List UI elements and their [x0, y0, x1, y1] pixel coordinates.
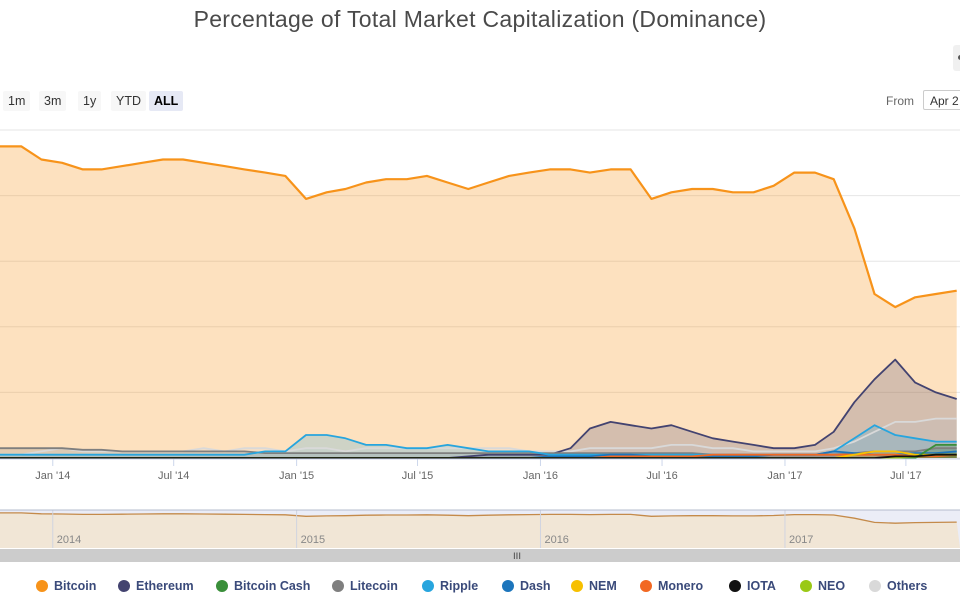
series-area-bitcoin [0, 146, 957, 458]
x-tick-label: Jan '17 [767, 470, 802, 482]
range-1m-button[interactable]: 1m [3, 91, 31, 111]
series-line-iota [0, 453, 957, 459]
legend-item-others[interactable]: Others [869, 577, 927, 595]
scrollbar-grip-icon: III [513, 552, 521, 562]
range-1y-button[interactable]: 1y [78, 91, 102, 111]
legend-item-litecoin[interactable]: Litecoin [332, 577, 398, 595]
legend-marker-icon [800, 580, 812, 592]
legend-label: IOTA [747, 579, 776, 593]
legend-item-iota[interactable]: IOTA [729, 577, 776, 595]
x-axis: Jan '14 Jul '14 Jan '15 Jul '15 Jan '16 Jul '… [0, 458, 960, 482]
legend-label: NEO [818, 579, 846, 593]
legend-marker-icon [332, 580, 344, 592]
legend-marker-icon [571, 580, 583, 592]
legend-item-ripple[interactable]: Ripple [422, 577, 478, 595]
legend-label: Litecoin [350, 579, 398, 593]
legend-item-monero[interactable]: Monero [640, 577, 703, 595]
legend-item-dash[interactable]: Dash [502, 577, 551, 595]
x-tick-label: Jul '15 [402, 470, 433, 482]
from-date-input[interactable]: Apr 2 [923, 90, 960, 110]
navigator-year-label: 2015 [301, 534, 325, 546]
legend-label: Bitcoin Cash [234, 579, 311, 593]
legend-marker-icon [729, 580, 741, 592]
legend-label: Monero [658, 579, 704, 593]
legend-marker-icon [869, 580, 881, 592]
legend-label: Bitcoin [54, 579, 97, 593]
legend-item-bitcoin-cash[interactable]: Bitcoin Cash [216, 577, 310, 595]
legend-item-ethereum[interactable]: Ethereum [118, 577, 194, 595]
legend-item-bitcoin[interactable]: Bitcoin [36, 577, 96, 595]
legend-marker-icon [422, 580, 434, 592]
x-tick-label: Jan '14 [35, 470, 70, 482]
legend-marker-icon [36, 580, 48, 592]
navigator-line [0, 512, 957, 524]
x-tick-label: Jul '14 [158, 470, 189, 482]
x-tick-label: Jan '15 [279, 470, 314, 482]
series-lines [0, 145, 957, 459]
navigator: 2014 2015 2016 2017 III [0, 509, 960, 562]
x-tick-label: Jul '16 [646, 470, 677, 482]
range-all-button[interactable]: ALL [149, 91, 184, 111]
scrollbar-thumb[interactable] [0, 549, 960, 562]
series-areas [0, 146, 957, 458]
navigator-area [0, 512, 960, 548]
x-tick-label: Jul '17 [890, 470, 921, 482]
navigator-year-label: 2014 [57, 534, 81, 546]
context-menu-button[interactable] [953, 45, 960, 71]
series-line-bitcoin [0, 145, 957, 309]
legend-label: Ethereum [136, 579, 194, 593]
range-3m-button[interactable]: 3m [39, 91, 67, 111]
legend: Bitcoin Ethereum Bitcoin Cash Litecoin Rippl… [0, 577, 960, 595]
chart-title: Percentage of Total Market Capitalizatio… [193, 6, 767, 32]
x-tick-label: Jan '16 [523, 470, 558, 482]
legend-label: NEM [589, 579, 617, 593]
legend-marker-icon [502, 580, 514, 592]
navigator-year-label: 2017 [789, 534, 813, 546]
legend-item-nem[interactable]: NEM [571, 577, 617, 595]
navigator-year-label: 2016 [544, 534, 568, 546]
legend-label: Ripple [440, 579, 479, 593]
range-ytd-button[interactable]: YTD [111, 91, 146, 111]
from-label: From [886, 94, 914, 108]
legend-marker-icon [216, 580, 228, 592]
series-area-ethereum [0, 359, 957, 458]
legend-marker-icon [640, 580, 652, 592]
legend-item-neo[interactable]: NEO [800, 577, 845, 595]
legend-label: Others [887, 579, 928, 593]
legend-marker-icon [118, 580, 130, 592]
legend-label: Dash [520, 579, 551, 593]
